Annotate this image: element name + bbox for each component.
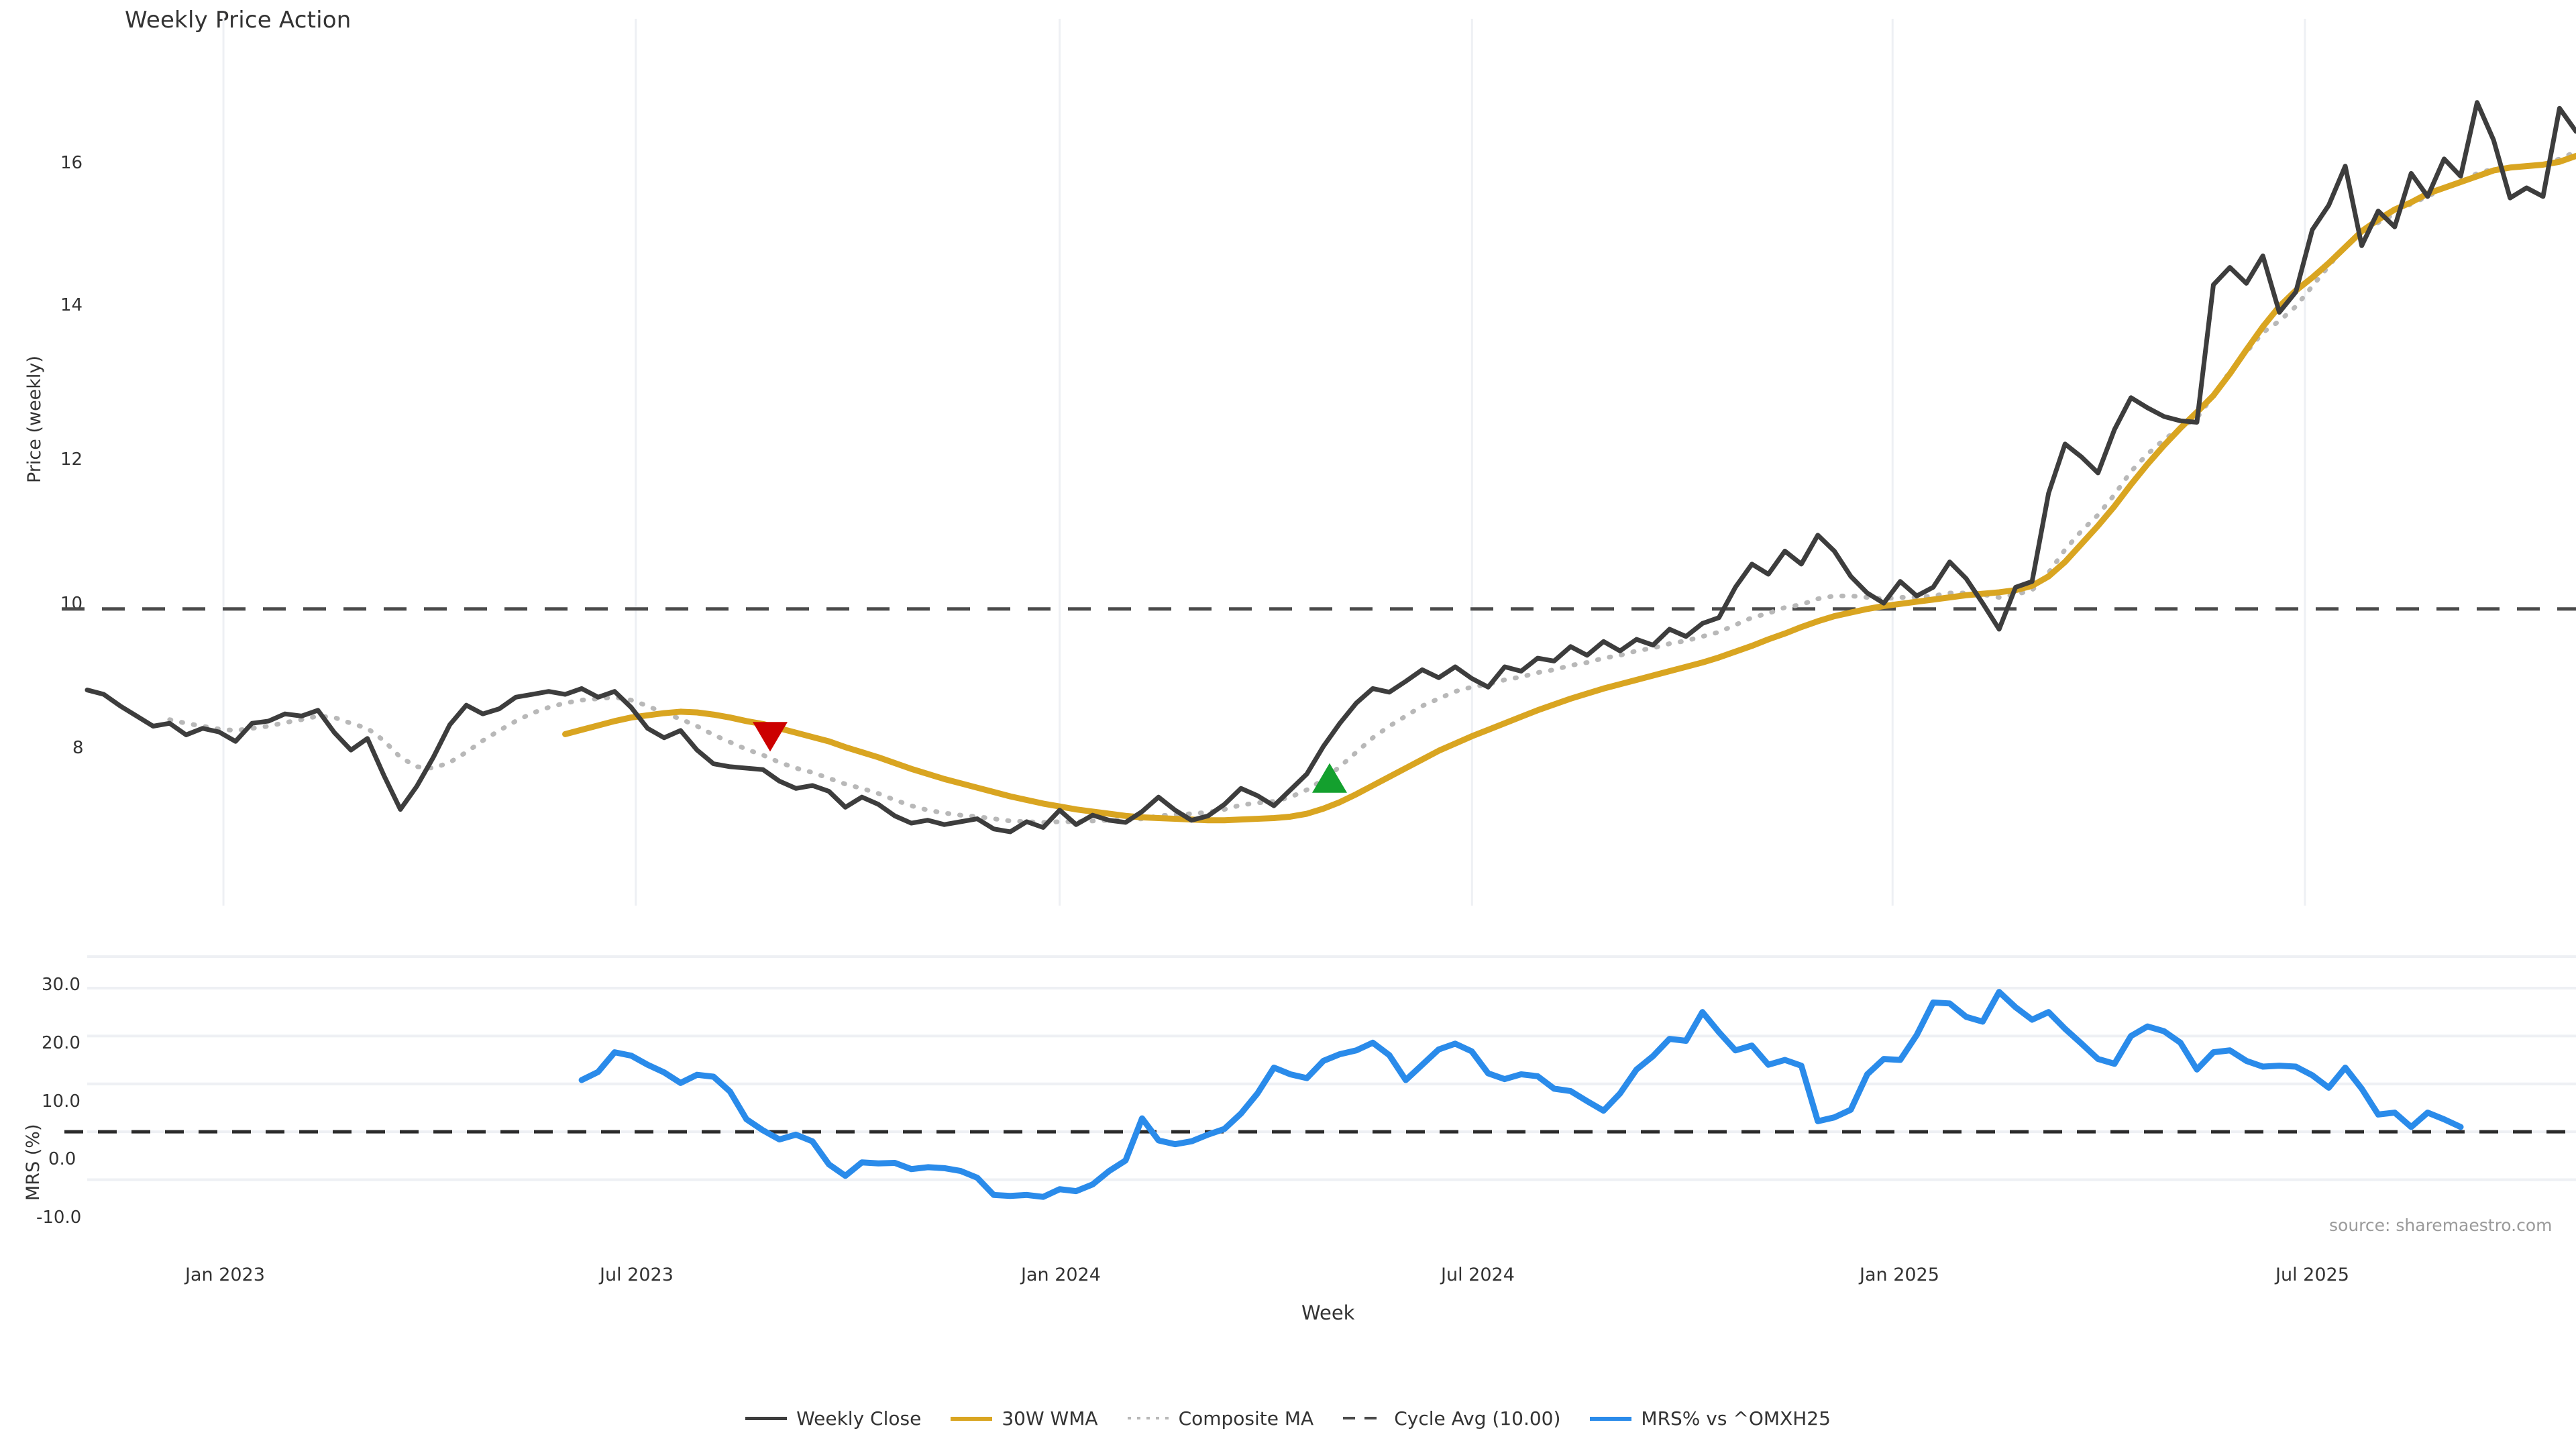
price-grid xyxy=(222,19,2306,906)
price-ytick-8: 8 xyxy=(72,738,84,758)
mrs-ytick-0: 0.0 xyxy=(48,1149,76,1169)
weekly-close-line xyxy=(85,100,2576,835)
mrs-ytick-30: 30.0 xyxy=(42,975,80,995)
mrs-ytick-20: 20.0 xyxy=(42,1033,80,1053)
mrs-ytick-10: 10.0 xyxy=(42,1091,80,1112)
wma30-line xyxy=(562,152,2576,824)
legend-item-2[interactable]: Composite MA xyxy=(1127,1407,1314,1430)
chart-legend: Weekly Close 30W WMA Composite MA Cycle Avg… xyxy=(0,1407,2576,1430)
legend-item-1[interactable]: 30W WMA xyxy=(951,1407,1098,1430)
price-ytick-14: 14 xyxy=(60,295,83,315)
xtick-jan-2023: Jan 2023 xyxy=(185,1265,265,1285)
legend-label: 30W WMA xyxy=(1002,1407,1098,1430)
xtick-jan-2024: Jan 2024 xyxy=(1021,1265,1101,1285)
source-note: source: sharemaestro.com xyxy=(2329,1216,2553,1235)
legend-item-0[interactable]: Weekly Close xyxy=(745,1407,921,1430)
chart-title: Weekly Price Action xyxy=(125,7,352,34)
price-ytick-16: 16 xyxy=(60,153,83,173)
legend-item-3[interactable]: Cycle Avg (10.00) xyxy=(1343,1407,1560,1430)
mrs-line xyxy=(578,989,2464,1200)
legend-label: Cycle Avg (10.00) xyxy=(1394,1407,1561,1430)
composite-ma-line xyxy=(167,149,2576,825)
xtick-jul-2025: Jul 2025 xyxy=(2275,1265,2349,1285)
mrs-ytick-neg10: -10.0 xyxy=(36,1208,82,1228)
xtick-jul-2024: Jul 2024 xyxy=(1441,1265,1515,1285)
mrs-grid xyxy=(87,955,2576,1181)
xtick-jan-2025: Jan 2025 xyxy=(1860,1265,1939,1285)
legend-label: Weekly Close xyxy=(796,1407,922,1430)
legend-label: Composite MA xyxy=(1178,1407,1314,1430)
xtick-jul-2023: Jul 2023 xyxy=(600,1265,674,1285)
xaxis-label: Week xyxy=(1301,1301,1355,1324)
signal-markers xyxy=(753,722,1347,793)
legend-label: MRS% vs ^OMXH25 xyxy=(1641,1407,1831,1430)
price-ytick-12: 12 xyxy=(60,449,83,470)
legend-item-4[interactable]: MRS% vs ^OMXH25 xyxy=(1590,1407,1831,1430)
